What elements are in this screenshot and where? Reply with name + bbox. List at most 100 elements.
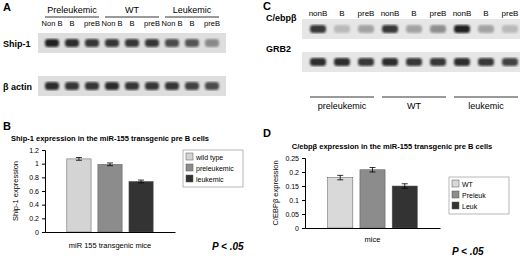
band: [382, 25, 398, 33]
error-bar-cap: [402, 183, 408, 184]
error-bar-cap: [370, 167, 376, 168]
lane-label: preB: [358, 9, 375, 18]
legend-label: Preleuk: [462, 192, 486, 199]
legend-swatch: [452, 180, 459, 187]
lane-label: nonB: [453, 9, 472, 18]
y-tick-mark: [42, 232, 45, 233]
bar-chart: 0 0.05 0.1 0.15 0.2 0.25 C/ebpβ expression in …: [263, 127, 509, 257]
y-tick-label: 0: [35, 229, 39, 236]
x-axis-title: mice: [365, 235, 381, 244]
figure-svg: APreleukemicWTLeukemicNon BBpreBNon BBpr…: [0, 0, 520, 261]
group-bracket: [454, 97, 518, 98]
error-bar-stem: [372, 168, 373, 172]
group-bracket: [105, 17, 159, 18]
y-tick: 0.25: [285, 155, 305, 162]
x-axis-title: miR 155 transgenic mice: [69, 241, 152, 250]
axis-line: [302, 159, 306, 229]
band: [185, 82, 199, 90]
band: [205, 82, 219, 90]
y-tick-mark: [302, 172, 305, 173]
legend-swatch: [186, 175, 193, 182]
panel-letter: C: [263, 0, 271, 12]
membrane: [38, 33, 226, 53]
y-tick: 0.4: [29, 201, 45, 208]
group-bracket: [45, 17, 99, 18]
error-bar-cap: [107, 165, 113, 166]
band: [145, 39, 159, 47]
y-tick: 0.05: [285, 211, 305, 218]
band: [478, 25, 494, 33]
band: [185, 39, 199, 47]
band: [105, 39, 119, 47]
group-label: Leukemic: [173, 5, 212, 15]
axis-line: [306, 228, 441, 229]
panel-letter: A: [3, 1, 11, 13]
x-axis: [306, 228, 441, 230]
band: [358, 58, 374, 66]
bar: [98, 164, 122, 232]
lane-label: B: [69, 19, 74, 28]
blot-panel: APreleukemicWTLeukemicNon BBpreBNon BBpr…: [3, 1, 226, 96]
band: [430, 58, 446, 66]
band: [65, 39, 79, 47]
y-tick-label: 1: [35, 160, 39, 167]
error-bar-stem: [404, 184, 405, 188]
band: [45, 39, 59, 47]
lane-label: B: [483, 9, 488, 18]
band: [430, 25, 446, 33]
significance-annotation: P < .05: [452, 246, 484, 257]
chart-title: C/ebpβ expression in the miR-155 transge…: [292, 142, 492, 151]
y-tick: 0.6: [29, 188, 45, 195]
lane-label: Non B: [42, 19, 63, 28]
y-tick: 0: [295, 225, 305, 232]
error-bar: [370, 168, 376, 172]
error-bar-cap: [402, 188, 408, 189]
legend-label: leukemic: [196, 176, 224, 183]
legend-label: wild type: [195, 154, 223, 162]
y-tick: 0.1: [289, 197, 305, 204]
band: [45, 82, 59, 90]
legend-frame: [449, 177, 509, 214]
band: [406, 25, 422, 33]
band: [406, 58, 422, 66]
significance-annotation: P < .05: [212, 241, 244, 252]
y-tick-mark: [42, 150, 45, 151]
lane-label: Non B: [102, 19, 123, 28]
row-label: GRB2: [266, 44, 291, 54]
y-tick: 1: [35, 160, 45, 167]
row-label: C/ebpβ: [266, 13, 297, 23]
y-tick: 0.2: [29, 215, 45, 222]
error-bar-cap: [337, 175, 343, 176]
lane-label: nonB: [309, 9, 328, 18]
legend-label: Leuk: [462, 203, 478, 210]
y-tick-label: 0.6: [29, 188, 39, 195]
error-bar-cap: [138, 180, 144, 181]
y-tick: 0.8: [29, 174, 45, 181]
y-tick: 0.15: [285, 183, 305, 190]
band: [502, 25, 518, 33]
y-tick: 0.2: [289, 169, 305, 176]
legend-label: WT: [462, 181, 474, 188]
y-tick-label: 0.15: [285, 183, 299, 190]
y-tick-label: 0.4: [29, 201, 39, 208]
y-tick-label: 1.2: [29, 147, 39, 154]
legend-frame: [183, 150, 243, 187]
band: [454, 58, 470, 66]
band: [358, 25, 374, 33]
y-tick-mark: [42, 218, 45, 219]
lane-label: preB: [204, 19, 220, 28]
error-bar-cap: [76, 157, 82, 158]
lane-label: B: [129, 19, 134, 28]
lane-label: B: [411, 9, 416, 18]
error-bar: [76, 158, 82, 161]
y-tick-mark: [302, 158, 305, 159]
y-tick-mark: [42, 164, 45, 165]
bar: [360, 170, 385, 228]
row-label: β actin: [3, 82, 32, 92]
bar: [129, 181, 153, 232]
band: [502, 58, 518, 66]
membrane: [302, 19, 520, 39]
band: [334, 25, 350, 33]
error-bar-cap: [370, 172, 376, 173]
y-tick-label: 0: [295, 225, 299, 232]
